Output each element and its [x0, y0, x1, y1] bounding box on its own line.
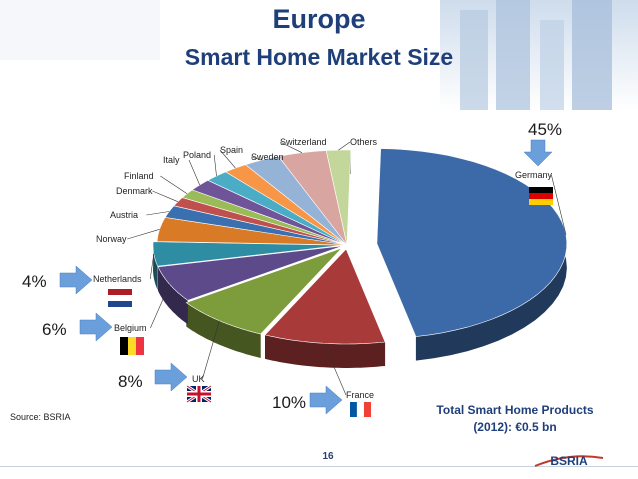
page-title: Europe	[272, 4, 366, 34]
germany-flag-icon	[529, 187, 553, 205]
slice-label-denmark: Denmark	[116, 186, 153, 196]
source-note: Source: BSRIA	[10, 412, 71, 422]
uk-flag-icon	[186, 384, 212, 404]
leader-line	[127, 229, 160, 240]
footer-divider	[0, 466, 638, 467]
slice-label-italy: Italy	[163, 155, 180, 165]
leader-line	[219, 149, 236, 169]
leader-line	[250, 156, 262, 161]
pie-side-belgium	[158, 266, 188, 325]
leader-line	[149, 253, 155, 280]
slice-label-austria: Austria	[110, 210, 138, 220]
slice-label-others: Others	[350, 137, 378, 147]
leader-line	[188, 159, 200, 186]
right-arrow-icon	[79, 312, 113, 342]
slice-label-sweden: Sweden	[251, 152, 284, 162]
france-flag-icon	[350, 401, 371, 418]
down-arrow-icon	[523, 139, 553, 167]
slice-label-germany: Germany	[515, 170, 553, 180]
pie-side-uk	[186, 302, 261, 358]
right-arrow-icon	[309, 385, 343, 415]
total-line-1: Total Smart Home Products	[436, 403, 594, 417]
netherlands-flag-icon	[108, 289, 132, 307]
total-summary: Total Smart Home Products (2012): €0.5 b…	[412, 402, 618, 436]
slice-label-france: France	[346, 390, 374, 400]
leader-line	[160, 175, 188, 194]
page-subtitle: Smart Home Market Size	[184, 44, 454, 70]
netherlands-percent: 4%	[22, 272, 47, 291]
slice-label-spain: Spain	[220, 145, 243, 155]
leader-line	[551, 174, 567, 235]
slice-label-norway: Norway	[96, 234, 127, 244]
right-arrow-icon	[154, 362, 188, 392]
france-percent: 10%	[272, 393, 307, 412]
bsria-logo: BSRIA	[534, 454, 604, 468]
page-number: 16	[322, 451, 334, 462]
leader-line	[323, 343, 347, 396]
slice-label-poland: Poland	[183, 150, 211, 160]
pie-side-netherlands	[153, 241, 158, 291]
slice-label-uk: UK	[192, 374, 205, 384]
belgium-percent: 6%	[42, 320, 67, 339]
pie-side-france	[265, 334, 386, 368]
slice-label-switzerland: Switzerland	[280, 137, 327, 147]
slice-label-netherlands: Netherlands	[93, 274, 142, 284]
leader-line	[279, 141, 303, 153]
belgium-flag-icon	[120, 337, 144, 355]
leader-line	[150, 284, 170, 329]
leader-line	[146, 211, 170, 216]
total-line-2: (2012): €0.5 bn	[473, 420, 557, 434]
svg-text:BSRIA: BSRIA	[550, 454, 588, 468]
uk-percent: 8%	[118, 372, 143, 391]
leader-line	[213, 154, 217, 177]
right-arrow-icon	[59, 265, 93, 295]
slice-label-finland: Finland	[124, 171, 154, 181]
slice-label-belgium: Belgium	[114, 323, 147, 333]
leader-line	[152, 190, 179, 202]
leader-line	[338, 141, 351, 151]
leader-line	[202, 320, 220, 380]
germany-percent: 45%	[528, 120, 563, 139]
